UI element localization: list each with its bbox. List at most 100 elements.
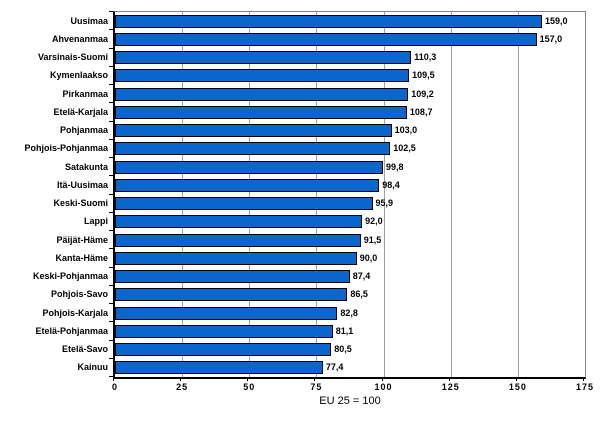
bar — [115, 32, 537, 46]
category-label: Keski-Suomi — [53, 198, 108, 209]
category-label: Itä-Uusimaa — [56, 179, 108, 190]
category-label: Lappi — [84, 216, 108, 227]
y-axis-tick — [109, 120, 113, 122]
bar — [115, 197, 373, 211]
value-label: 86,5 — [350, 289, 368, 300]
bar-row: 98,4 — [115, 178, 585, 192]
y-axis-tick — [109, 248, 113, 250]
value-label: 109,5 — [412, 70, 435, 81]
category-label: Pirkanmaa — [62, 88, 108, 99]
x-axis-tick — [180, 377, 182, 381]
category-label: Pohjois-Savo — [50, 289, 108, 300]
y-axis-tick — [109, 84, 113, 85]
bar — [115, 288, 348, 302]
x-tick-label: 175 — [575, 382, 595, 392]
bar — [115, 87, 409, 101]
category-label: Kymenlaakso — [49, 70, 108, 81]
x-axis-tick — [381, 377, 383, 381]
category-label: Etelä-Pohjanmaa — [35, 325, 108, 336]
bar — [115, 178, 380, 192]
value-label: 77,4 — [325, 362, 344, 373]
x-tick-label: 25 — [176, 382, 189, 392]
x-tick-labels: 0 25 50 75 100 125 150 175 — [111, 382, 593, 393]
bar — [115, 14, 543, 28]
x-tick-label: 0 — [111, 382, 119, 392]
category-label: Kanta-Häme — [55, 252, 108, 263]
x-axis-tick — [515, 377, 517, 381]
bar-row: 87,4 — [115, 270, 585, 284]
bar — [115, 160, 384, 174]
y-axis-tick — [109, 193, 113, 195]
value-label: 82,8 — [340, 307, 358, 318]
category-label: Pohjois-Pohjanmaa — [24, 143, 108, 154]
bar — [115, 142, 391, 156]
category-label: Keski-Pohjanmaa — [32, 271, 108, 282]
bar-row: 109,2 — [115, 87, 585, 101]
bar — [115, 51, 412, 65]
x-axis-label: EU 25 = 100 — [319, 395, 381, 407]
category-label: Päijät-Häme — [56, 234, 108, 245]
y-axis-tick — [109, 321, 113, 323]
x-axis-ticks — [113, 377, 584, 382]
value-label: 87,4 — [352, 271, 371, 282]
bar-row: 91,5 — [115, 233, 585, 247]
value-label: 81,1 — [335, 325, 354, 336]
value-label: 109,2 — [411, 88, 434, 99]
bar-row: 90,0 — [115, 251, 585, 265]
gridlines — [115, 12, 585, 377]
x-tick-label: 125 — [441, 382, 460, 392]
y-axis-tick — [109, 211, 113, 213]
y-axis-tick — [109, 357, 113, 359]
value-label: 98,4 — [382, 179, 400, 190]
bar-row: 92,0 — [115, 215, 585, 229]
category-label: Etelä-Karjala — [53, 106, 108, 117]
bar — [115, 105, 407, 119]
bar-row: 95,9 — [115, 197, 585, 211]
y-axis-tick — [109, 284, 113, 286]
bar — [115, 251, 357, 265]
bar-row: 80,5 — [115, 343, 585, 357]
y-axis-tick — [109, 102, 113, 104]
bar — [115, 324, 333, 338]
category-label: Ahvenanmaa — [51, 33, 108, 44]
x-axis-tick — [113, 377, 114, 381]
category-label: Pohjanmaa — [59, 125, 108, 136]
bar-row: 103,0 — [115, 124, 585, 138]
gridline — [182, 12, 184, 377]
gridline — [383, 12, 385, 377]
bar — [115, 361, 323, 375]
bar — [115, 233, 361, 247]
y-axis-tick — [109, 11, 113, 12]
y-axis-tick — [109, 175, 113, 177]
category-label: Uusimaa — [70, 15, 108, 26]
x-axis-tick — [448, 377, 450, 381]
value-label: 102,5 — [393, 143, 416, 154]
gridline — [450, 12, 452, 377]
bar — [115, 69, 410, 83]
value-label: 110,3 — [414, 52, 437, 63]
x-tick-label: 50 — [243, 382, 256, 392]
bar-row: 110,3 — [115, 51, 585, 65]
bar-row: 99,8 — [115, 160, 585, 174]
x-axis-tick — [314, 377, 316, 381]
y-axis-tick — [109, 230, 113, 231]
y-axis-tick — [109, 157, 113, 158]
bar-row: 77,4 — [115, 361, 585, 375]
value-label: 108,7 — [409, 106, 433, 117]
y-axis-tick — [109, 47, 113, 49]
y-axis-tick — [109, 266, 113, 268]
x-tick-label: 100 — [374, 382, 393, 392]
value-label: 99,8 — [386, 161, 404, 172]
x-axis-tick — [247, 377, 249, 381]
bar — [115, 270, 350, 284]
category-label: Satakunta — [64, 161, 108, 172]
category-label: Kainuu — [77, 362, 109, 373]
bar — [115, 343, 332, 357]
y-axis-tick — [109, 303, 113, 304]
x-tick-label: 150 — [508, 382, 527, 392]
x-axis-tick — [583, 377, 584, 381]
gridline — [517, 12, 519, 377]
y-axis-ticks — [109, 11, 113, 377]
gridline — [316, 12, 318, 377]
y-axis-tick — [109, 29, 113, 31]
